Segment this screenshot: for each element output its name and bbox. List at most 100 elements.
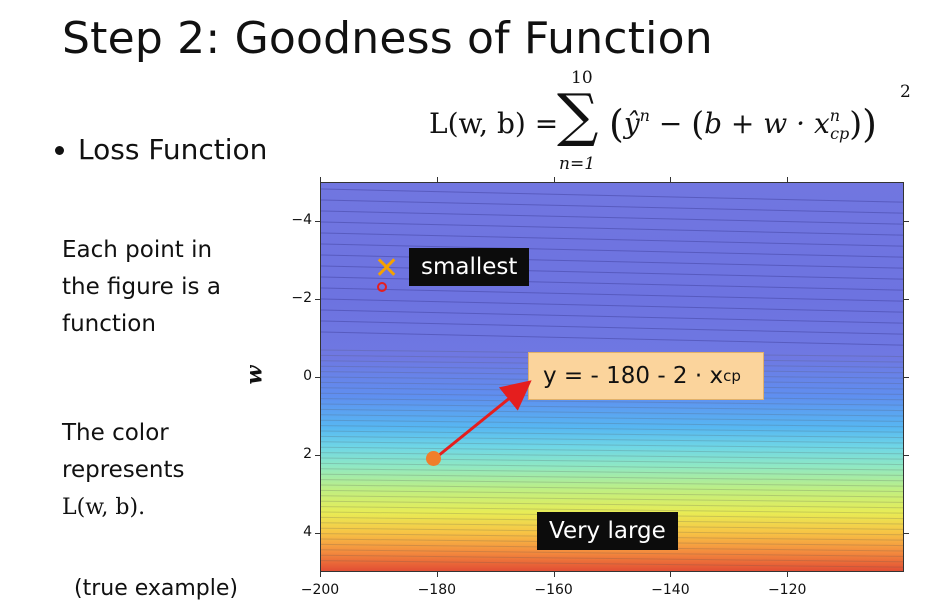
contour-line [321, 468, 903, 476]
contour-line [321, 419, 903, 428]
contour-line [321, 287, 903, 302]
minimum-ring-icon [377, 282, 387, 292]
contour-line [321, 479, 903, 487]
y-tick-mark-right [904, 533, 909, 534]
y-tick-label: −4 [291, 212, 312, 228]
loss-formula: L(w, b) = 10 ∑ n=1 (ŷn − (b + w · xncp))… [425, 66, 920, 186]
contour-line [321, 500, 903, 509]
contour-line [321, 473, 903, 482]
function-point-marker [426, 451, 441, 466]
x-tick-mark-top [553, 177, 555, 182]
explanation-color: The color represents L(w, b). [62, 415, 272, 526]
contour-line [321, 210, 903, 225]
x-tick-mark [553, 572, 555, 577]
y-axis-label: w [241, 365, 268, 385]
contour-line [321, 408, 903, 417]
explanation-line: represents [62, 457, 185, 483]
x-tick-label: −180 [417, 582, 457, 598]
true-example-note: (true example) [74, 576, 239, 601]
contour-line [321, 320, 903, 335]
contour-line [321, 403, 903, 412]
y-tick-mark-right [904, 455, 909, 456]
x-tick-mark-top [787, 177, 789, 182]
y-tick-mark [315, 533, 320, 534]
contour-line [321, 554, 903, 563]
contour-line [321, 254, 903, 269]
contour-line [321, 309, 903, 324]
contour-line [321, 425, 903, 433]
x-tick-label: −200 [300, 582, 340, 598]
contour-line [321, 495, 903, 503]
contour-line [321, 188, 903, 203]
explanation-line: the figure is a [62, 274, 221, 300]
bullet-label: Loss Function [78, 133, 268, 166]
contour-line [321, 560, 903, 568]
x-tick-mark [320, 572, 321, 577]
x-tick-label: −140 [651, 582, 690, 598]
y-tick-label: 2 [303, 446, 312, 462]
contour-line [321, 457, 903, 466]
contour-line [321, 243, 903, 258]
formula-minus: − [649, 107, 692, 140]
x-tick-mark-top [320, 177, 321, 182]
contour-line [321, 265, 903, 280]
function-equation-box: y = - 180 - 2 · x cp [528, 352, 764, 400]
label-very-large: Very large [537, 512, 678, 550]
y-tick-mark-right [904, 377, 909, 378]
contour-line [321, 199, 903, 214]
equation-main: y = - 180 - 2 · x [543, 363, 724, 389]
y-tick-mark [315, 455, 320, 456]
explanation-point: Each point in the figure is a function [62, 232, 272, 343]
formula-body: (ŷn − (b + w · xncp)) [609, 102, 877, 146]
explanation-line: Each point in [62, 237, 213, 263]
y-tick-label: 0 [303, 368, 312, 384]
x-tick-mark-top [670, 177, 672, 182]
formula-b-w-x: b + w · x [704, 107, 830, 140]
y-tick-mark [315, 299, 320, 300]
contour-line [321, 414, 903, 422]
equation-sub: cp [723, 367, 741, 385]
explanation-line: function [62, 311, 156, 337]
summation-icon: ∑ [557, 81, 599, 149]
contour-line [321, 441, 903, 449]
contour-line [321, 462, 903, 471]
contour-line [321, 398, 903, 406]
contour-line [321, 232, 903, 247]
contour-line [321, 506, 903, 514]
contour-line [321, 430, 903, 439]
minimum-marker-icon: ✕ [374, 251, 400, 286]
bullet-loss-function: Loss Function [55, 133, 267, 166]
explanation-line: The color [62, 420, 169, 446]
y-tick-label: 4 [303, 524, 312, 540]
y-tick-mark-right [904, 221, 909, 222]
y-tick-label: −2 [291, 290, 312, 306]
explanation-math: L(w, b). [62, 495, 146, 520]
formula-lhs: L(w, b) = [429, 107, 559, 140]
contour-line [321, 276, 903, 291]
y-tick-mark [315, 377, 320, 378]
contour-line [321, 446, 903, 455]
x-tick-mark [787, 572, 789, 577]
contour-line [321, 331, 903, 346]
sum-upper-limit: 10 [571, 68, 593, 88]
contour-line [321, 549, 903, 557]
formula-yhat-sup: n [639, 106, 650, 125]
x-tick-mark [436, 572, 438, 577]
contour-line [321, 435, 903, 444]
x-tick-label: −160 [534, 582, 573, 598]
y-tick-mark-right [904, 299, 909, 300]
contour-line [321, 452, 903, 460]
contour-line [321, 298, 903, 313]
bullet-dot-icon [55, 146, 64, 155]
formula-exponent: 2 [900, 82, 911, 102]
y-tick-mark [315, 221, 320, 222]
label-smallest: smallest [409, 248, 530, 286]
formula-x-sup: n [829, 106, 841, 125]
sum-lower-limit: n=1 [559, 154, 596, 174]
x-tick-label: −120 [767, 582, 807, 598]
contour-line [321, 489, 903, 498]
slide-title: Step 2: Goodness of Function [62, 13, 713, 64]
formula-yhat: ŷ [623, 107, 640, 140]
x-tick-mark [670, 572, 672, 577]
contour-line [321, 221, 903, 236]
